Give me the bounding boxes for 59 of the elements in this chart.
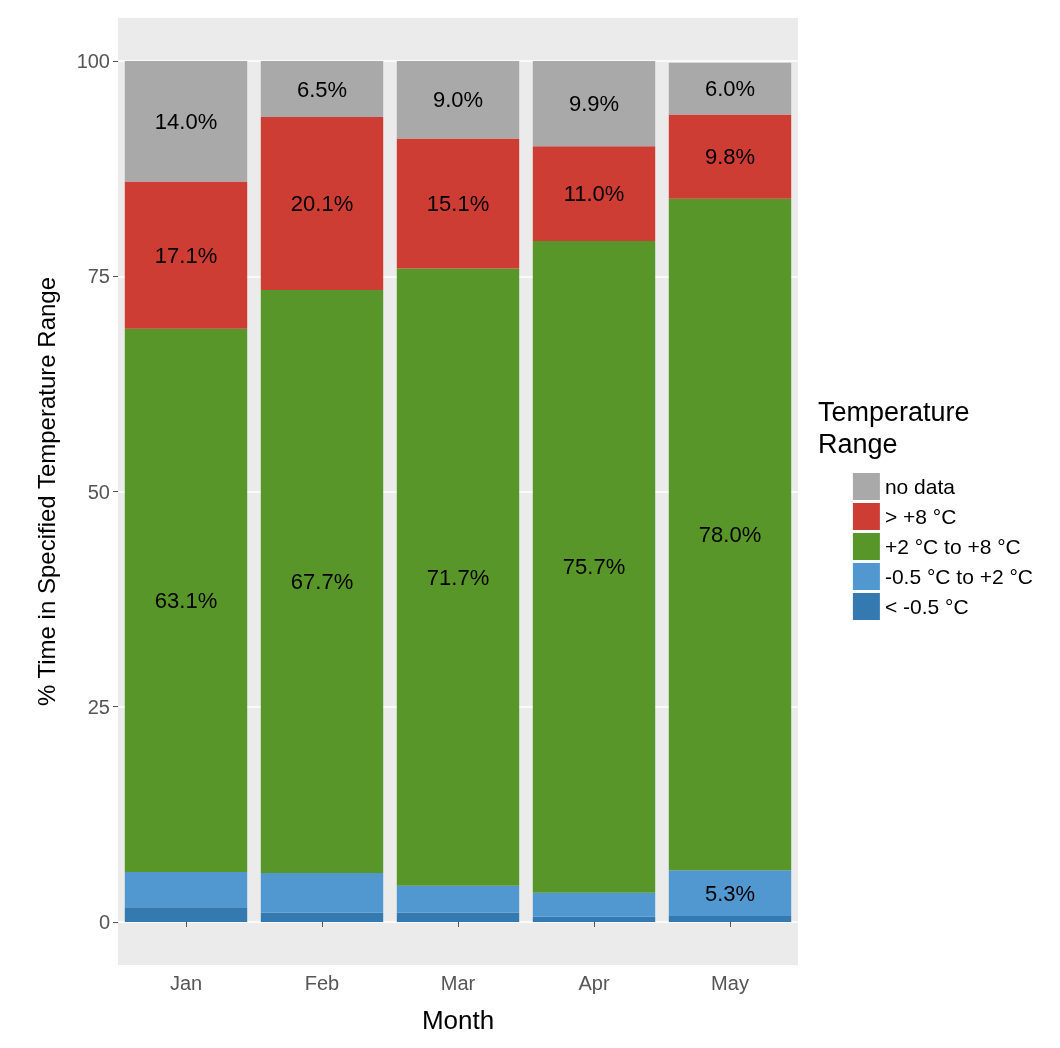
bar: [668, 114, 792, 199]
data-label: 63.1%: [154, 587, 218, 613]
data-label: 71.7%: [426, 564, 490, 590]
legend-label: +2 °C to +8 °C: [884, 535, 1021, 558]
x-tick-label: Feb: [304, 972, 340, 994]
data-label: 78.0%: [698, 522, 762, 548]
data-label: 6.0%: [704, 76, 756, 102]
bar: [260, 117, 384, 291]
data-label: 6.5%: [296, 76, 348, 102]
bar: [124, 328, 248, 873]
x-tick-label: Mar: [440, 972, 476, 994]
data-label: 11.0%: [563, 181, 625, 207]
bar: [396, 61, 520, 139]
bar: [124, 181, 248, 329]
data-label: 67.7%: [290, 568, 354, 594]
y-tick-label: 50: [87, 480, 110, 503]
data-label: 9.0%: [432, 87, 484, 113]
y-tick-label: 100: [76, 50, 110, 73]
bar: [260, 912, 384, 922]
legend-label: < -0.5 °C: [884, 595, 969, 618]
data-label: 20.1%: [290, 191, 354, 217]
bar: [668, 62, 792, 115]
bar: [532, 61, 656, 147]
legend-label: -0.5 °C to +2 °C: [884, 565, 1033, 588]
bar: [532, 892, 656, 917]
bar: [396, 912, 520, 922]
bar: [532, 240, 656, 893]
y-axis-title: % Time in Specified Temperature Range: [32, 276, 60, 707]
x-tick-label: May: [711, 972, 749, 994]
bar: [668, 915, 792, 922]
data-label: 17.1%: [154, 242, 218, 268]
bar: [668, 198, 792, 871]
bar: [532, 916, 656, 922]
bar: [124, 907, 248, 922]
bar: [260, 872, 384, 913]
x-tick-label: Apr: [578, 972, 610, 994]
y-tick-label: 0: [98, 910, 110, 933]
data-label: 15.1%: [426, 191, 490, 217]
x-tick-label: Jan: [169, 972, 203, 994]
bar: [396, 268, 520, 886]
y-tick-label: 25: [87, 695, 110, 718]
bar: [396, 138, 520, 269]
y-tick-label: 75: [87, 265, 110, 288]
bar: [532, 146, 656, 241]
bar: [124, 872, 248, 908]
bar: [668, 870, 792, 916]
data-label: 5.3%: [704, 880, 756, 906]
legend-title: Temperature Range: [818, 397, 978, 459]
bar: [124, 61, 248, 182]
legend-label: > +8 °C: [884, 505, 957, 528]
data-label: 14.0%: [154, 108, 218, 134]
x-axis-title: Month: [421, 1005, 495, 1035]
data-label: 75.7%: [562, 554, 626, 580]
bar: [260, 61, 384, 117]
bar: [260, 290, 384, 873]
bar: [396, 885, 520, 913]
data-label: 9.8%: [704, 144, 756, 170]
data-label: 9.9%: [568, 91, 620, 117]
legend-label: no data: [884, 475, 956, 498]
